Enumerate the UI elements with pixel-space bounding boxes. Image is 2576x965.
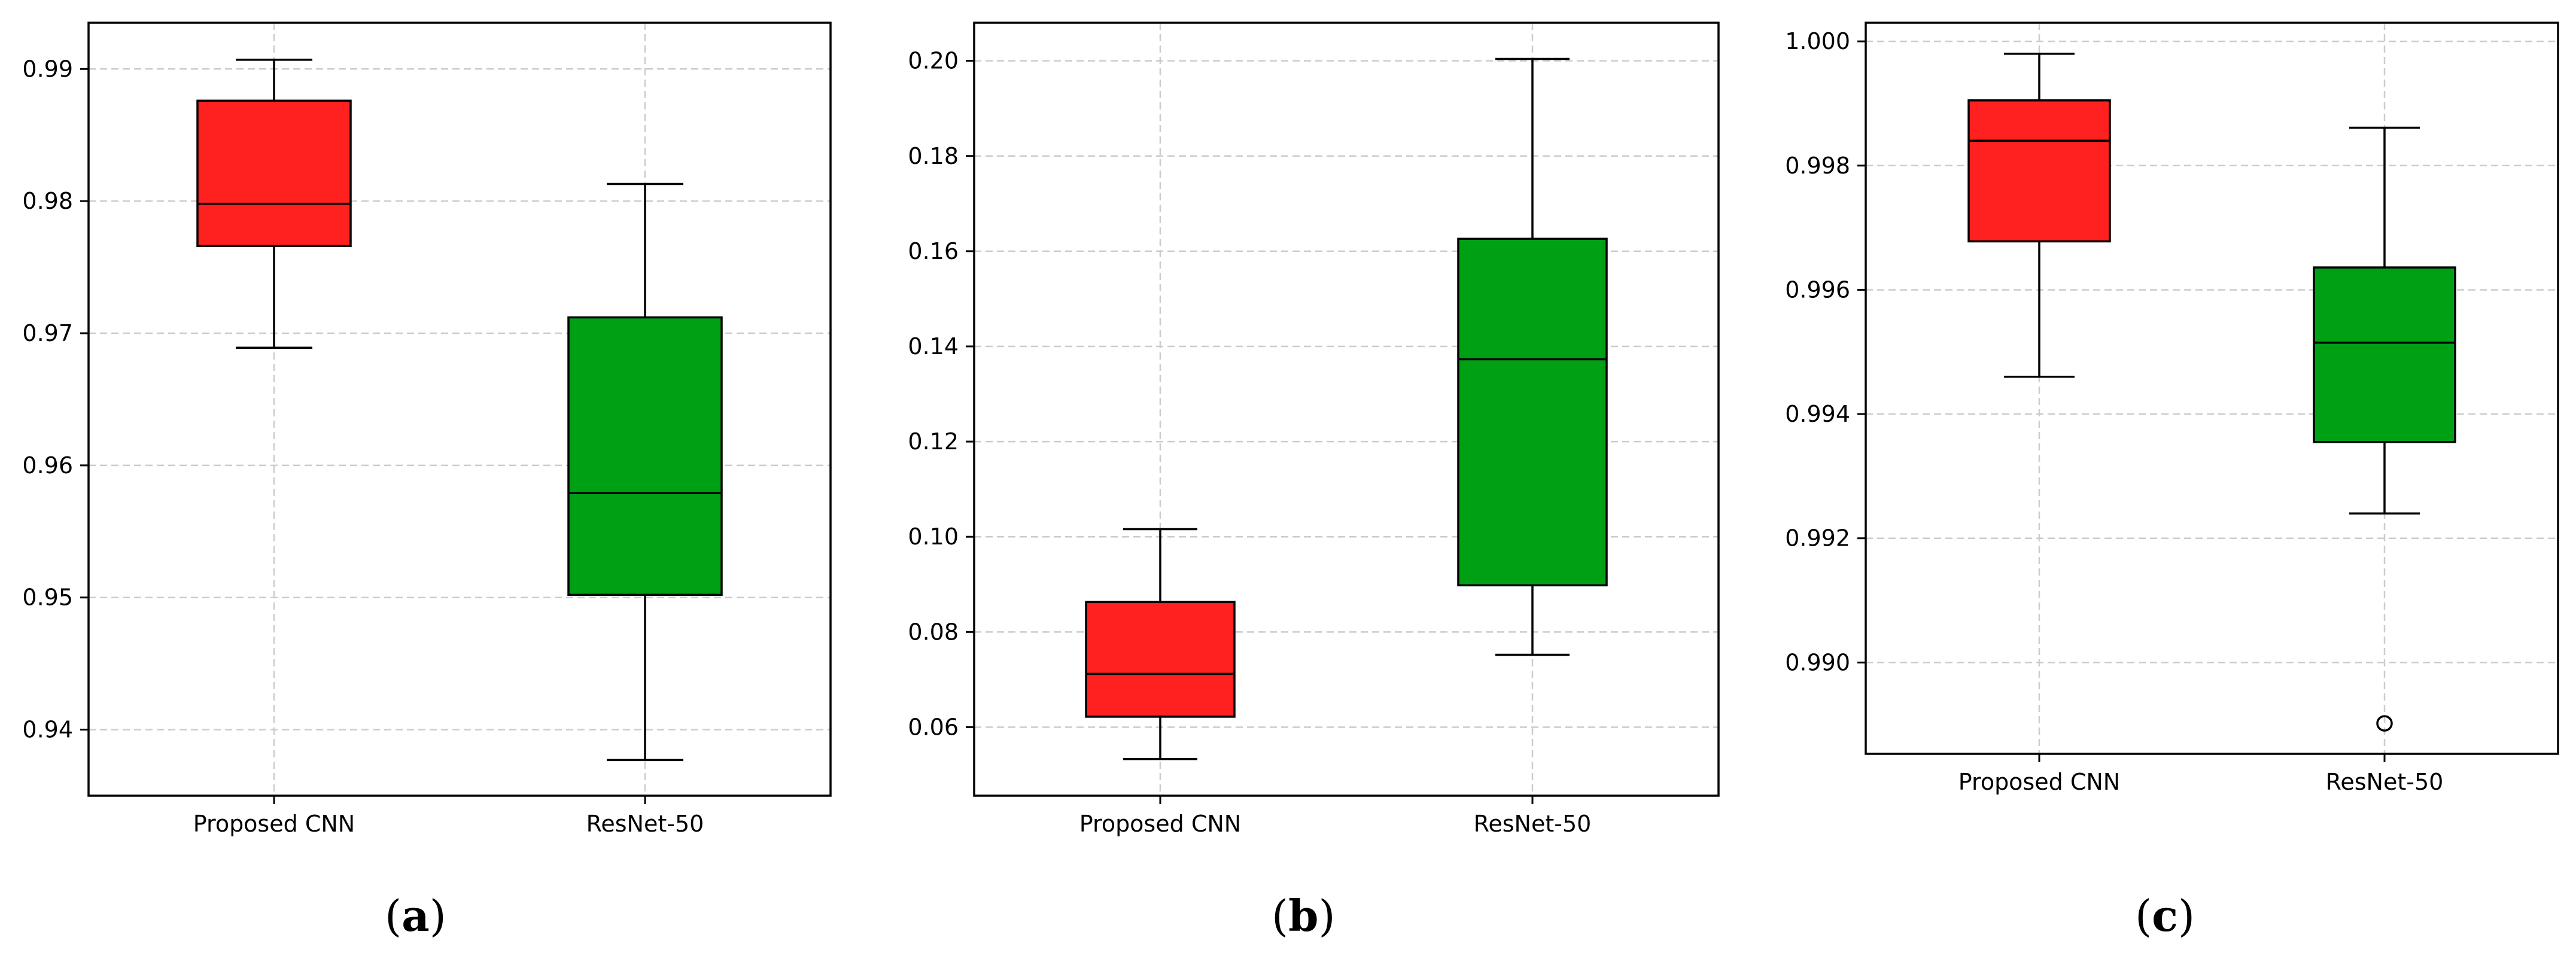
y-tick-label: 0.996 (1785, 276, 1850, 303)
box-a-1 (196, 59, 352, 349)
caption-c-label: c (2152, 890, 2178, 941)
y-tick-label: 0.990 (1785, 649, 1850, 675)
y-tick-label: 0.95 (22, 585, 73, 611)
y-tick-label: 0.08 (908, 619, 959, 645)
x-tick-label: ResNet-50 (2326, 769, 2444, 795)
caption-b: (b) (1272, 890, 1336, 941)
iqr-box (196, 99, 352, 247)
panel-c: 0.990 0.992 0.994 0.996 0.998 1.000 Proposed C… (1785, 22, 2559, 795)
axes-frame (87, 22, 832, 797)
y-tick-label: 0.96 (22, 452, 73, 479)
y-tick-label: 0.94 (22, 717, 73, 743)
y-tick-label: 0.98 (22, 188, 73, 214)
caption-b-label: b (1288, 890, 1319, 941)
box-b-1 (1085, 528, 1236, 760)
y-tick-label: 0.97 (22, 320, 73, 346)
iqr-box (567, 316, 723, 596)
panel-b: 0.06 0.08 0.10 0.12 0.14 0.16 0.18 0.20 Proposed… (908, 22, 1720, 837)
x-tick-label: ResNet-50 (1474, 811, 1592, 837)
panel-a: 0.94 0.95 0.96 0.97 0.98 0.99 Proposed CNN ResN… (22, 22, 832, 837)
outlier-point (2376, 715, 2393, 732)
iqr-box (1967, 99, 2111, 243)
x-tick-label: Proposed CNN (1079, 811, 1241, 837)
iqr-box (2313, 266, 2456, 443)
y-tick-label: 0.99 (22, 56, 73, 82)
y-tick-label: 0.20 (908, 48, 959, 74)
y-tick-label: 0.16 (908, 238, 959, 264)
x-tick-label: Proposed CNN (1958, 769, 2120, 795)
y-tick-label: 0.992 (1785, 525, 1850, 552)
y-tick-label: 0.14 (908, 333, 959, 360)
iqr-box (1457, 238, 1608, 587)
y-tick-label: 0.18 (908, 143, 959, 169)
y-tick-label: 0.998 (1785, 153, 1850, 179)
y-tick-label: 0.12 (908, 428, 959, 455)
y-tick-label: 1.000 (1785, 28, 1850, 54)
box-a-2 (567, 182, 723, 762)
axes-frame (973, 22, 1720, 797)
x-tick-label: ResNet-50 (586, 811, 704, 837)
iqr-box (1085, 601, 1236, 718)
box-b-2 (1457, 57, 1608, 656)
axes-frame (1865, 22, 2559, 755)
box-c-2 (2313, 126, 2456, 732)
caption-c: (c) (2135, 890, 2195, 941)
x-tick-label: Proposed CNN (193, 811, 355, 837)
caption-a: (a) (385, 890, 446, 941)
caption-a-label: a (402, 890, 430, 941)
y-tick-label: 0.994 (1785, 401, 1850, 427)
y-tick-label: 0.10 (908, 523, 959, 550)
box-c-1 (1967, 53, 2111, 378)
y-tick-label: 0.06 (908, 714, 959, 740)
